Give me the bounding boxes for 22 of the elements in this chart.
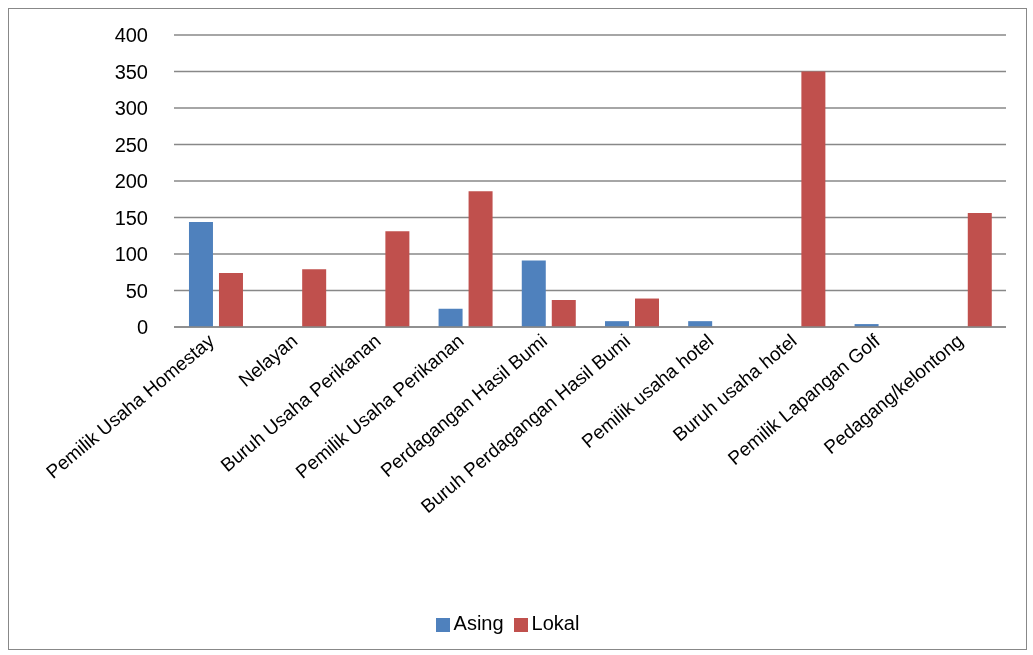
legend-label: Asing	[453, 612, 504, 634]
bar	[551, 299, 576, 327]
y-tick-label: 300	[114, 97, 148, 120]
bar	[188, 221, 213, 327]
bar	[521, 260, 546, 327]
bar	[634, 298, 659, 327]
bar	[967, 213, 992, 327]
bar	[302, 269, 327, 327]
y-tick-label: 400	[114, 24, 148, 47]
y-tick-label: 0	[136, 316, 148, 339]
bar	[468, 191, 493, 327]
y-tick-label: 50	[125, 279, 148, 302]
bar	[218, 272, 243, 327]
legend-label: Lokal	[531, 612, 580, 634]
bar	[438, 308, 463, 327]
bar	[801, 71, 826, 327]
y-tick-label: 250	[114, 133, 148, 156]
y-tick-label: 350	[114, 60, 148, 83]
y-tick-label: 100	[114, 243, 148, 266]
y-tick-label: 150	[114, 206, 148, 229]
bar	[385, 231, 410, 327]
y-tick-label: 200	[114, 170, 148, 193]
